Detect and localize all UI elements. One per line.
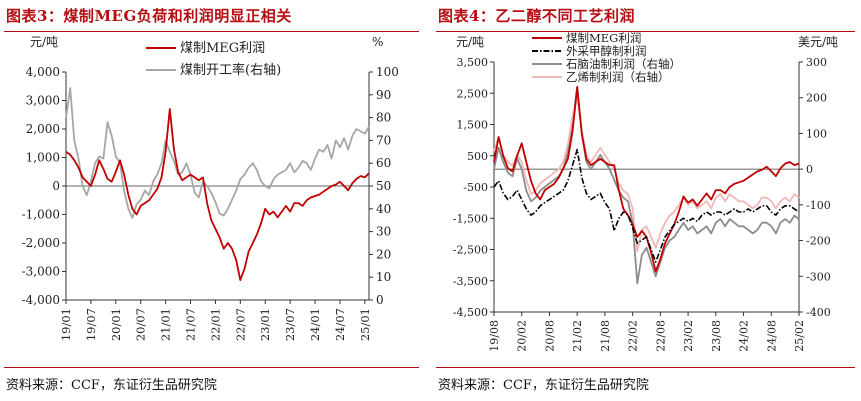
legend-label-3: 乙烯制利润（右轴）	[566, 70, 670, 84]
left-tick-label: -3,000	[22, 265, 60, 279]
x-tick-label: 20/07	[134, 308, 148, 341]
figure-3-bottom-rule	[4, 367, 419, 368]
series-line-1	[65, 87, 370, 219]
right-tick-label: 200	[806, 92, 827, 105]
figure-3-title: 图表3：煤制MEG负荷和利润明显正相关	[6, 7, 292, 25]
x-tick-label: 25/01	[358, 308, 372, 341]
right-tick-label: -100	[806, 199, 831, 212]
series-line-2	[493, 86, 800, 285]
figure-4-bottom-rule	[436, 367, 855, 368]
right-tick-label: 70	[376, 133, 391, 147]
left-unit-label: 元/吨	[456, 35, 484, 49]
left-tick-label: -2,000	[22, 236, 60, 250]
left-tick-label: 3,500	[457, 56, 489, 69]
series-line-0	[493, 86, 800, 273]
x-tick-label: 24/01	[308, 308, 322, 341]
left-tick-label: -4,500	[453, 306, 488, 319]
figure-3-chart: 4,000 3,000 2,000 1,000 0 -1,000 -2,000 -3,000 -…	[22, 35, 399, 341]
x-tick-label: 25/02	[793, 320, 806, 352]
figure-3-panel: 图表3：煤制MEG负荷和利润明显正相关 4,000 3,000 2,000 1,000…	[0, 0, 425, 401]
right-tick-label: -400	[806, 306, 831, 319]
right-tick-label: 40	[376, 202, 391, 216]
x-tick-label: 19/01	[59, 308, 73, 341]
left-tick-label: 0	[52, 179, 60, 193]
x-tick-label: 19/08	[488, 320, 501, 352]
figure-4-chart: 3,500 2,500 1,500 500 -500 -1,500 -2,500 -3,500…	[453, 32, 838, 352]
x-tick-label: 23/01	[258, 308, 272, 341]
figure-4-source: 资料来源：CCF，东证衍生品研究院	[438, 378, 649, 393]
left-tick-label: -1,500	[453, 212, 488, 225]
left-tick-label: 4,000	[26, 65, 60, 79]
left-unit-label: 元/吨	[30, 35, 58, 49]
right-tick-label: 0	[806, 163, 813, 176]
x-tick-label: 23/02	[682, 320, 695, 352]
left-tick-label: 2,500	[457, 87, 489, 100]
series-line-1	[493, 148, 800, 263]
figure-4-panel: 图表4：乙二醇不同工艺利润 3,500 2,500 1,500 500 -500 -1,5…	[432, 0, 861, 401]
right-tick-label: 90	[376, 88, 391, 102]
right-unit-label: 美元/吨	[798, 35, 838, 49]
x-tick-label: 22/02	[627, 320, 640, 352]
left-tick-label: -1,000	[22, 208, 60, 222]
x-tick-label: 24/02	[738, 320, 751, 352]
left-tick-label: 2,000	[26, 122, 60, 136]
legend-label-2: 石脑油制利润（右轴）	[566, 57, 681, 71]
figure-4-title: 图表4：乙二醇不同工艺利润	[438, 7, 635, 25]
series-line-3	[493, 96, 800, 253]
right-tick-label: 50	[376, 179, 391, 193]
x-tick-label: 20/02	[516, 320, 529, 352]
series-line-0	[65, 108, 370, 281]
x-tick-label: 22/07	[233, 308, 247, 341]
figure-3-source: 资料来源：CCF，东证衍生品研究院	[6, 378, 217, 393]
legend-label-1: 煤制开工率(右轴)	[180, 62, 281, 78]
right-tick-label: 100	[806, 127, 827, 140]
left-tick-label: -2,500	[453, 244, 488, 257]
right-tick-label: 300	[806, 56, 827, 69]
left-tick-label: -3,500	[453, 275, 488, 288]
x-tick-label: 20/01	[109, 308, 123, 341]
right-tick-label: 60	[376, 156, 391, 170]
right-tick-label: -300	[806, 270, 831, 283]
x-tick-label: 20/08	[543, 320, 556, 352]
right-tick-label: 0	[376, 293, 384, 307]
left-tick-label: -4,000	[22, 293, 60, 307]
left-tick-label: 500	[467, 150, 488, 163]
right-tick-label: 10	[376, 270, 391, 284]
right-tick-label: 80	[376, 111, 391, 125]
x-tick-label: 22/01	[208, 308, 222, 341]
left-tick-label: 1,000	[26, 151, 60, 165]
legend-label-0: 煤制MEG利润	[566, 32, 641, 45]
figure-3-top-rule	[4, 31, 419, 32]
right-tick-label: 100	[376, 65, 399, 79]
x-tick-label: 21/02	[571, 320, 584, 352]
x-tick-label: 21/01	[159, 308, 173, 341]
right-tick-label: 20	[376, 247, 391, 261]
right-tick-label: 30	[376, 225, 391, 239]
legend-label-0: 煤制MEG利润	[180, 41, 265, 56]
x-tick-label: 24/07	[333, 308, 347, 341]
x-tick-label: 19/07	[84, 308, 98, 341]
right-tick-label: -200	[806, 235, 831, 248]
x-tick-label: 21/07	[184, 308, 198, 341]
x-tick-label: 23/08	[710, 320, 723, 352]
legend-label-1: 外采甲醇制利润	[566, 44, 647, 58]
right-unit-label: %	[372, 35, 383, 49]
x-tick-label: 22/08	[654, 320, 667, 352]
x-tick-label: 24/08	[765, 320, 778, 352]
left-tick-label: -500	[463, 181, 488, 194]
left-tick-label: 3,000	[26, 94, 60, 108]
x-tick-label: 21/08	[599, 320, 612, 352]
left-tick-label: 1,500	[457, 119, 489, 132]
x-tick-label: 23/07	[283, 308, 297, 341]
figure-4-top-rule	[436, 31, 855, 32]
